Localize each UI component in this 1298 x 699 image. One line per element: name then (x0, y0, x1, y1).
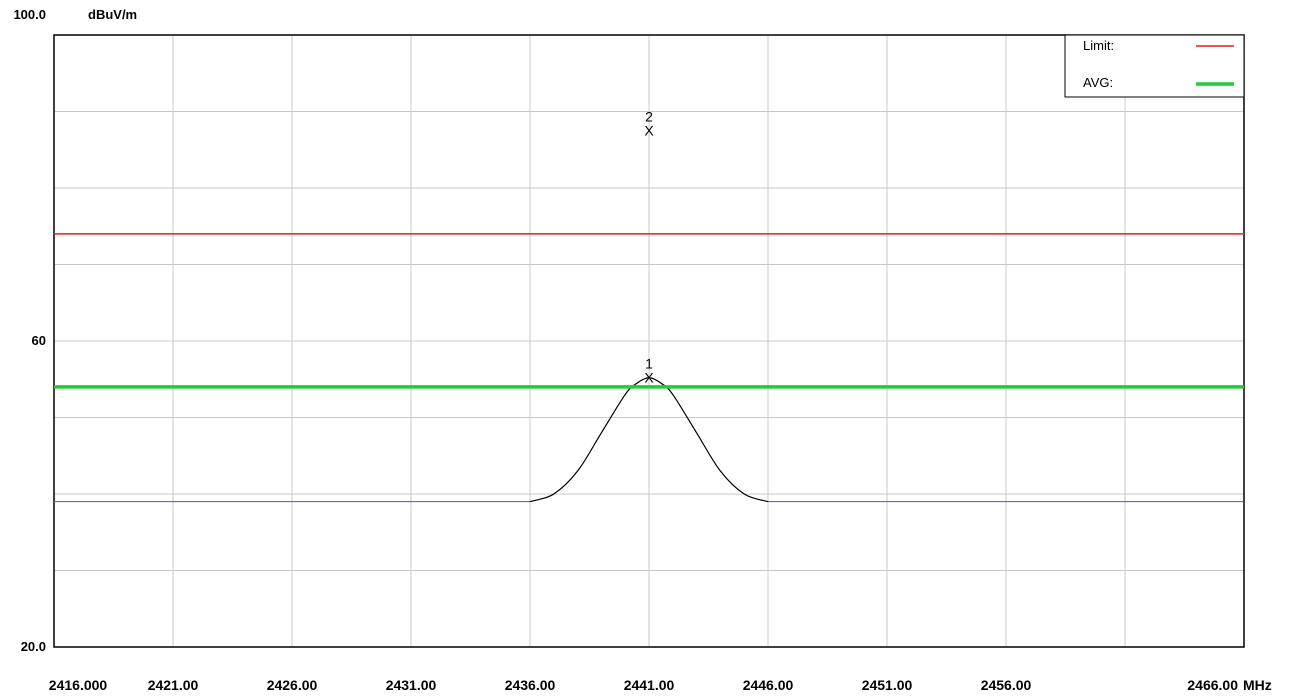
y-tick-label-1: 60 (32, 333, 46, 348)
x-tick-label-2: 2426.00 (267, 677, 318, 693)
legend-label-avg: AVG: (1083, 75, 1113, 90)
x-unit-label: MHz (1243, 677, 1272, 693)
marker-label-1: 1 (645, 356, 653, 372)
marker-x-2: X (644, 123, 654, 139)
x-tick-label-9: 2466.00 (1187, 677, 1238, 693)
x-tick-label-3: 2431.00 (386, 677, 437, 693)
plot-frame (53, 34, 1245, 648)
legend-label-limit: Limit: (1083, 38, 1114, 53)
x-tick-label-5: 2441.00 (624, 677, 675, 693)
series-layer (54, 233, 1244, 503)
y-tick-label-2: 20.0 (21, 639, 46, 654)
x-tick-label-1: 2421.00 (148, 677, 199, 693)
x-tick-labels: 2416.000 2421.00 2426.00 2431.00 2436.00 2441… (49, 677, 1238, 693)
marker-x-1: X (644, 370, 654, 386)
x-tick-label-0: 2416.000 (49, 677, 108, 693)
x-tick-label-7: 2451.00 (862, 677, 913, 693)
grid (54, 35, 1244, 647)
x-tick-label-6: 2446.00 (743, 677, 794, 693)
y-tick-labels: 100.0 60 20.0 (13, 7, 46, 654)
trace-peak (529, 377, 769, 503)
legend: Limit: AVG: (1064, 34, 1245, 98)
x-tick-label-4: 2436.00 (505, 677, 556, 693)
x-tick-label-8: 2456.00 (981, 677, 1032, 693)
y-unit-label: dBuV/m (88, 7, 137, 22)
y-tick-label-0: 100.0 (13, 7, 46, 22)
marker-label-2: 2 (645, 109, 653, 125)
